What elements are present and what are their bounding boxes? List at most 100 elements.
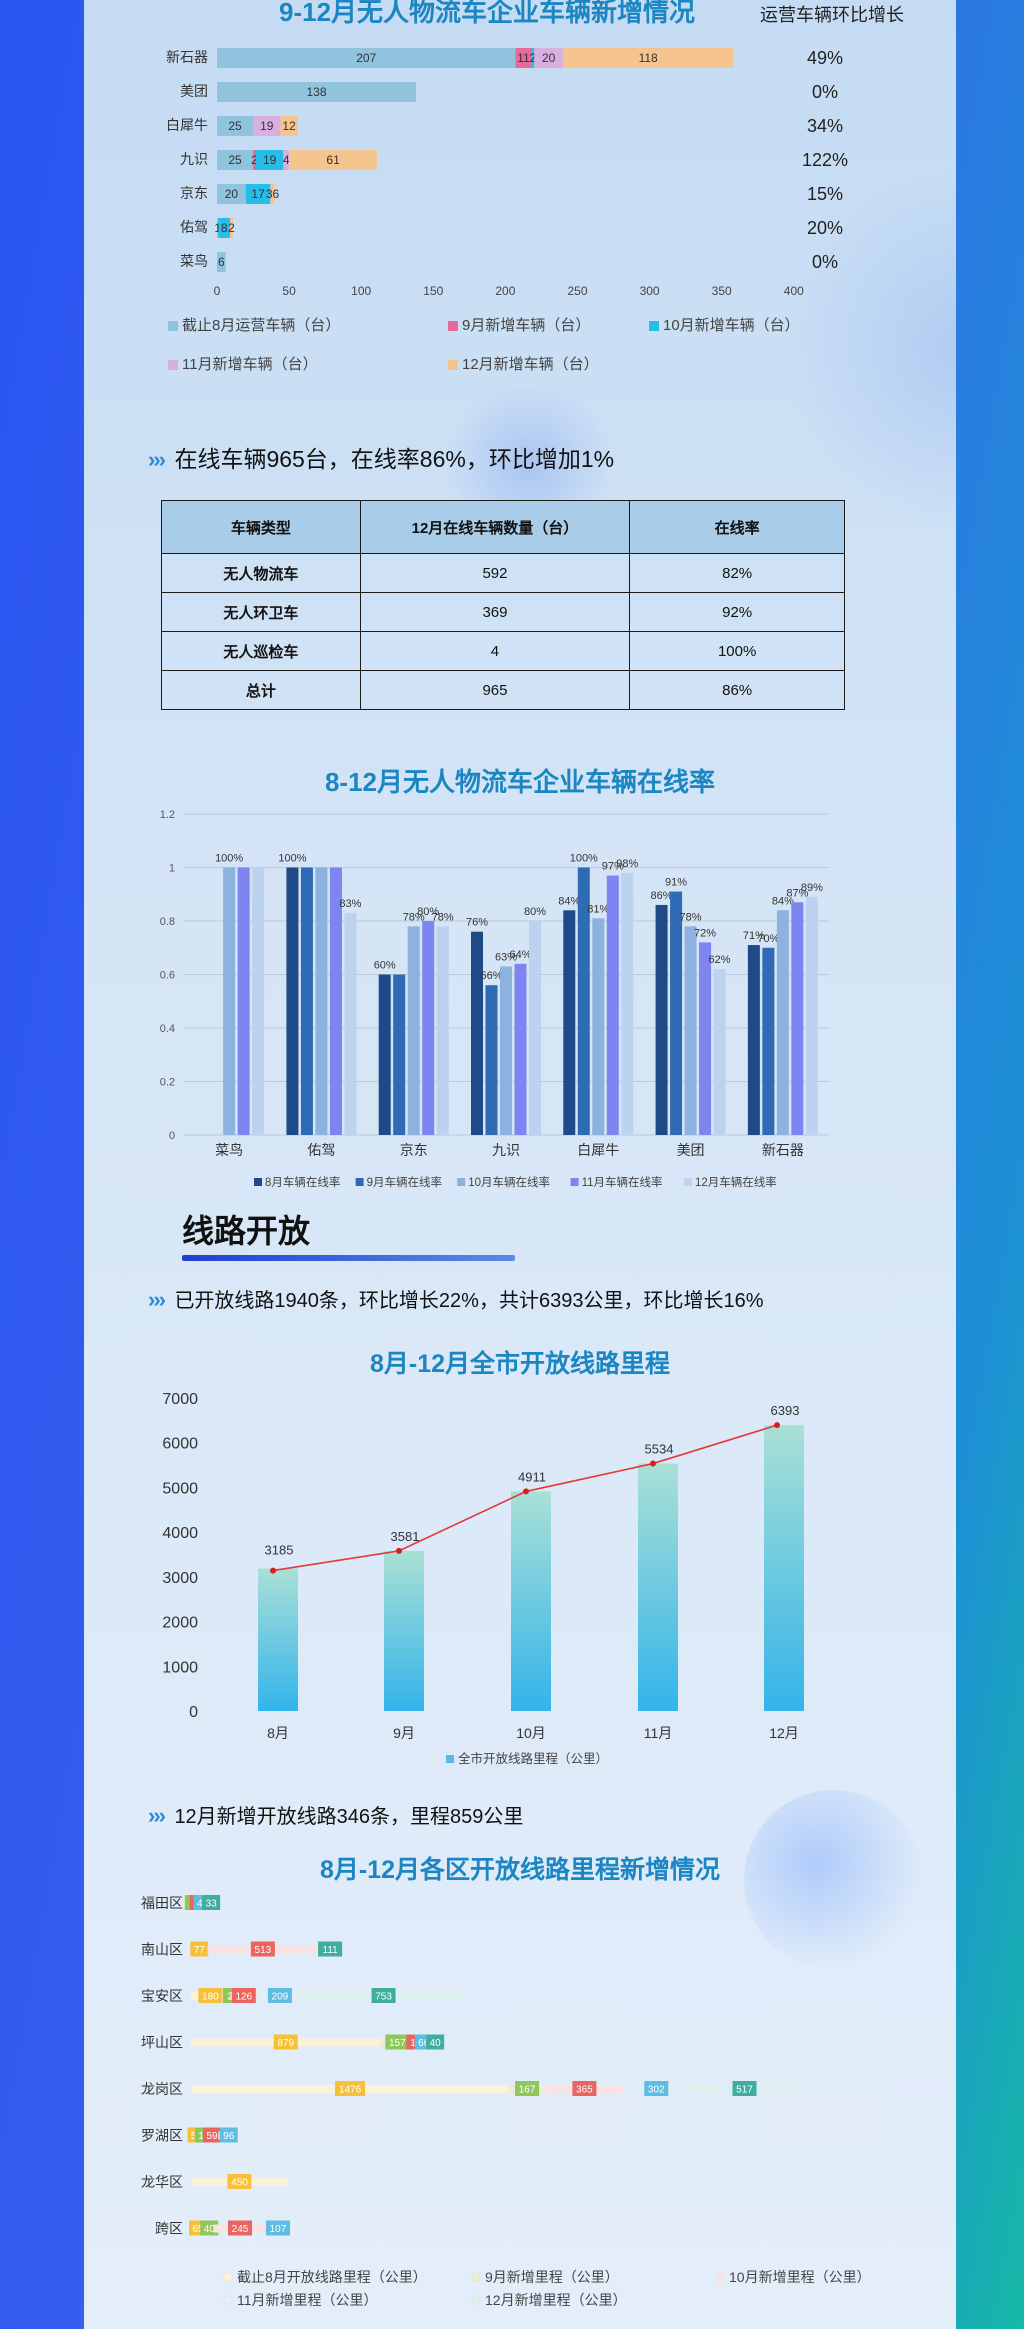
bar <box>670 891 683 1135</box>
bar-segment <box>280 116 298 136</box>
growth-value: 20% <box>807 218 843 238</box>
bar-value-label: 126 <box>235 1992 252 2003</box>
bar <box>237 867 250 1135</box>
y-tick-label: 1 <box>169 863 175 875</box>
table-cell: 100% <box>629 631 845 671</box>
legend-swatch <box>448 360 458 370</box>
table-row: 无人物流车 592 82% <box>161 553 845 593</box>
district-chart-title: 8月-12月各区开放线路里程新增情况 <box>319 1856 721 1884</box>
bar-value-label: 96 <box>223 2131 235 2142</box>
bar-value-label: 167 <box>519 2085 536 2096</box>
bar <box>300 867 313 1135</box>
value-label-box <box>250 1941 275 1957</box>
value-label-box <box>202 1895 221 1910</box>
value-label-box <box>426 2034 445 2050</box>
value-label-box <box>219 2127 238 2143</box>
legend-swatch <box>471 2295 481 2305</box>
category-label: 京东 <box>400 1142 428 1158</box>
legend-swatch <box>168 321 178 331</box>
bar <box>436 926 449 1135</box>
table-cell: 92% <box>629 592 845 632</box>
x-tick-label: 100 <box>351 284 371 298</box>
data-label: 72% <box>694 927 716 939</box>
bar <box>764 1425 804 1711</box>
bar <box>592 918 605 1135</box>
data-label: 63% <box>495 951 517 963</box>
category-label: 新石器 <box>762 1142 804 1158</box>
data-label: 86% <box>651 890 673 902</box>
bar-value-label: 25 <box>228 153 242 167</box>
data-label: 76% <box>466 917 488 929</box>
bar <box>577 867 590 1135</box>
table-cell: 总计 <box>161 670 361 710</box>
data-label: 71% <box>743 930 765 942</box>
growth-column-header: 运营车辆环比增长 <box>760 5 904 25</box>
bar-value-label: 517 <box>736 2085 753 2096</box>
bar <box>713 969 726 1135</box>
legend-swatch <box>168 360 178 370</box>
bar-segment <box>217 150 254 170</box>
category-label: 九识 <box>180 151 208 167</box>
category-label: 新石器 <box>166 49 208 65</box>
chevrons-icon: ››› <box>148 447 166 472</box>
category-label: 坪山区 <box>141 2035 183 2051</box>
trend-point <box>396 1547 402 1554</box>
fleet-stacked-bar-chart: 新石器 207 11 2 20 118 49%美团 138 0%白犀牛 25 19 12 34%九识 25… <box>166 48 848 373</box>
category-label: 福田区 <box>141 1895 183 1911</box>
data-label: 60% <box>374 960 396 972</box>
trend-point <box>523 1488 529 1495</box>
bar <box>393 974 406 1135</box>
bar-value-label: 157 <box>389 2038 406 2049</box>
data-label: 91% <box>665 877 687 889</box>
legend-swatch <box>223 2272 233 2282</box>
y-tick-label: 0.6 <box>160 970 175 982</box>
table-cell: 965 <box>359 670 631 710</box>
legend-label: 10月新增里程（公里） <box>729 2269 871 2285</box>
category-label: 九识 <box>492 1142 520 1158</box>
data-label: 78% <box>432 911 454 923</box>
bar-value-label: 879 <box>277 2038 294 2049</box>
legend-label: 9月新增车辆（台） <box>462 317 590 334</box>
y-tick-label: 1000 <box>162 1659 198 1676</box>
growth-value: 122% <box>802 150 848 170</box>
bar-value-label: 753 <box>375 1992 392 2003</box>
bar <box>514 963 527 1135</box>
bar <box>747 945 760 1135</box>
x-tick-label: 0 <box>214 284 221 298</box>
routes-chart-title: 8月-12月全市开放线路里程 <box>369 1350 671 1378</box>
value-label-box <box>318 1941 343 1957</box>
data-label: 78% <box>680 911 702 923</box>
value-label-box <box>228 2220 253 2236</box>
bar-segment <box>217 252 226 272</box>
x-tick-label: 400 <box>784 284 804 298</box>
bar-segment <box>534 48 564 68</box>
legend-swatch <box>223 2295 233 2305</box>
legend-label: 9月新增里程（公里） <box>485 2269 619 2285</box>
bar-value-label: 40 <box>204 2224 216 2235</box>
bar-segment <box>217 48 516 68</box>
table-row: 总计 965 86% <box>161 670 845 710</box>
bar-value-label: 245 <box>232 2224 249 2235</box>
table-row: 无人环卫车 369 92% <box>161 592 845 632</box>
value-label-box <box>335 2081 366 2096</box>
value-label-box <box>371 1988 396 2003</box>
y-tick-label: 6000 <box>162 1436 198 1453</box>
bar-segment <box>229 218 233 238</box>
routes-headline-row: ››› 已开放线路1940条，环比增长22%，共计6393公里，环比增长16% <box>148 1284 763 1313</box>
category-label: 罗湖区 <box>141 2128 183 2144</box>
bar-value-label: 111 <box>323 1945 339 1956</box>
category-label: 12月 <box>769 1725 799 1741</box>
bar-segment <box>217 116 254 136</box>
chevrons-icon: ››› <box>148 1287 166 1312</box>
bar <box>422 921 435 1135</box>
data-label: 97% <box>602 861 624 873</box>
data-label: 78% <box>403 911 425 923</box>
data-label: 100% <box>570 853 598 865</box>
y-tick-label: 7000 <box>162 1391 198 1408</box>
legend-label: 10月新增车辆（台） <box>663 317 800 334</box>
value-label-box <box>732 2081 757 2096</box>
data-label: 89% <box>801 882 823 894</box>
category-label: 美团 <box>180 83 208 99</box>
data-label: 3581 <box>391 1529 420 1544</box>
legend-label: 11月新增里程（公里） <box>237 2292 378 2308</box>
